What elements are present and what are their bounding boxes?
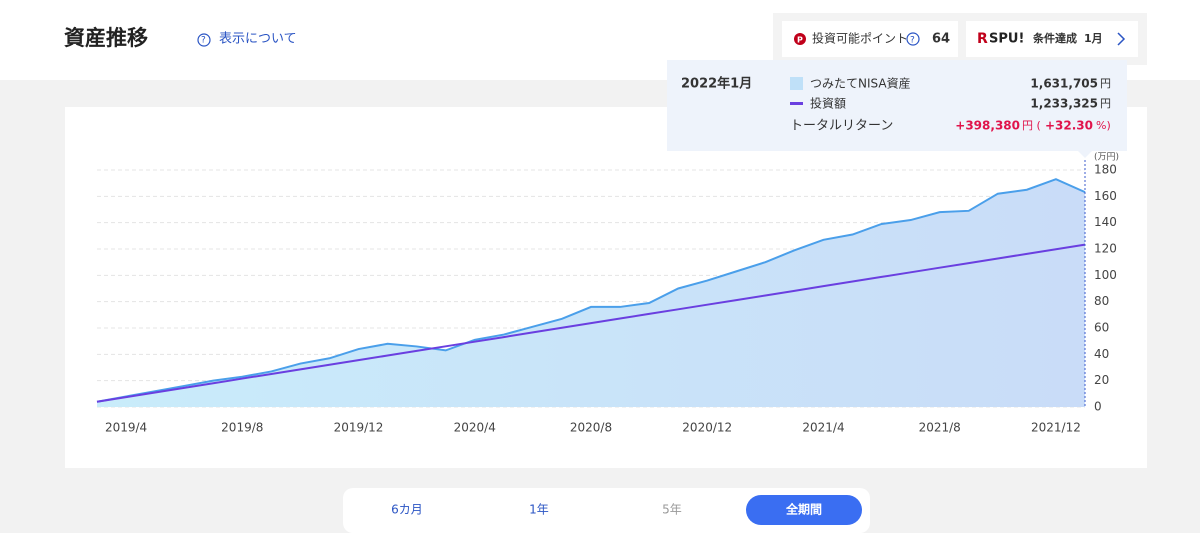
- help-link[interactable]: 表示について: [219, 32, 297, 47]
- periods: 6カ月 1年 5年 全期間: [391, 502, 822, 517]
- x-tick-label: 2021/12: [1031, 421, 1081, 435]
- spu-r: R: [977, 31, 988, 47]
- x-tick-label: 2019/4: [105, 421, 147, 435]
- return-label: トータルリターン: [790, 119, 893, 134]
- invest-unit: 円: [1100, 97, 1111, 110]
- y-tick-label: 40: [1094, 347, 1109, 361]
- chevron: [1117, 32, 1126, 46]
- spu-logo: SPU!: [989, 32, 1024, 47]
- help-icon[interactable]: [197, 33, 211, 47]
- x-tick-label: 2021/4: [802, 421, 844, 435]
- legend-swatch: [790, 77, 803, 90]
- invest-amount: 1,233,325: [1030, 97, 1098, 111]
- y-tick-label: 180: [1094, 163, 1117, 177]
- return-amount: +398,380: [955, 119, 1020, 133]
- x-tick-label: 2021/8: [919, 421, 961, 435]
- active-period-bg: [746, 495, 862, 525]
- y-unit: (万円): [1094, 152, 1119, 163]
- spu-month: 1月: [1084, 32, 1103, 45]
- points-label: 投資可能ポイント: [812, 31, 908, 46]
- legend-label: つみたてNISA資産: [810, 76, 911, 91]
- y-tick-label: 80: [1094, 294, 1109, 308]
- tooltip-pointer: [1078, 151, 1092, 158]
- points-help-mark: ?: [910, 36, 915, 46]
- asset-unit: 円: [1100, 77, 1111, 90]
- x-tick-label: 2020/12: [682, 421, 732, 435]
- x-tick-label: 2020/8: [570, 421, 612, 435]
- spu-status: 条件達成: [1032, 31, 1077, 45]
- period-selector: [343, 488, 870, 533]
- x-tick-label: 2019/8: [221, 421, 263, 435]
- tooltip-date: 2022年1月: [681, 76, 752, 92]
- points-value: 64: [932, 32, 950, 47]
- chart: (万円) 0 20 40 60 80 100 120 140 160 180 2019/4 2019/8…: [96, 152, 1119, 435]
- points-box[interactable]: [782, 21, 958, 57]
- y-tick-label: 160: [1094, 189, 1117, 203]
- y-tick-label: 140: [1094, 215, 1117, 229]
- legend-swatch: [790, 102, 803, 105]
- asset-amount: 1,631,705: [1030, 77, 1098, 91]
- page-title: 資産推移: [64, 26, 148, 50]
- y-tick-label: 100: [1094, 268, 1117, 282]
- period-button[interactable]: 1年: [529, 503, 549, 517]
- legend-label: 投資額: [810, 96, 846, 111]
- series-line: [96, 243, 1086, 403]
- series-line: [96, 178, 1086, 403]
- period-button[interactable]: 5年: [662, 503, 682, 517]
- point-icon-mark: P: [797, 36, 803, 45]
- return-unit: 円 (: [1022, 119, 1041, 132]
- area: [97, 179, 1085, 407]
- tooltip: [667, 60, 1127, 151]
- x-tick-label: 2019/12: [334, 421, 384, 435]
- points-help[interactable]: [906, 32, 920, 46]
- return-pct-unit: %): [1096, 119, 1111, 132]
- y-tick-label: 20: [1094, 373, 1109, 387]
- y-tick-label: 0: [1094, 400, 1102, 414]
- y-tick-label: 120: [1094, 242, 1117, 256]
- period-button[interactable]: 6カ月: [391, 503, 423, 517]
- point-icon: [794, 33, 806, 45]
- help-icon-mark: ?: [201, 36, 206, 46]
- period-button[interactable]: 全期間: [785, 502, 822, 517]
- x-tick-label: 2020/4: [454, 421, 496, 435]
- return-pct: +32.30: [1045, 119, 1093, 133]
- y-tick-label: 60: [1094, 321, 1109, 335]
- spu-box[interactable]: [966, 21, 1138, 57]
